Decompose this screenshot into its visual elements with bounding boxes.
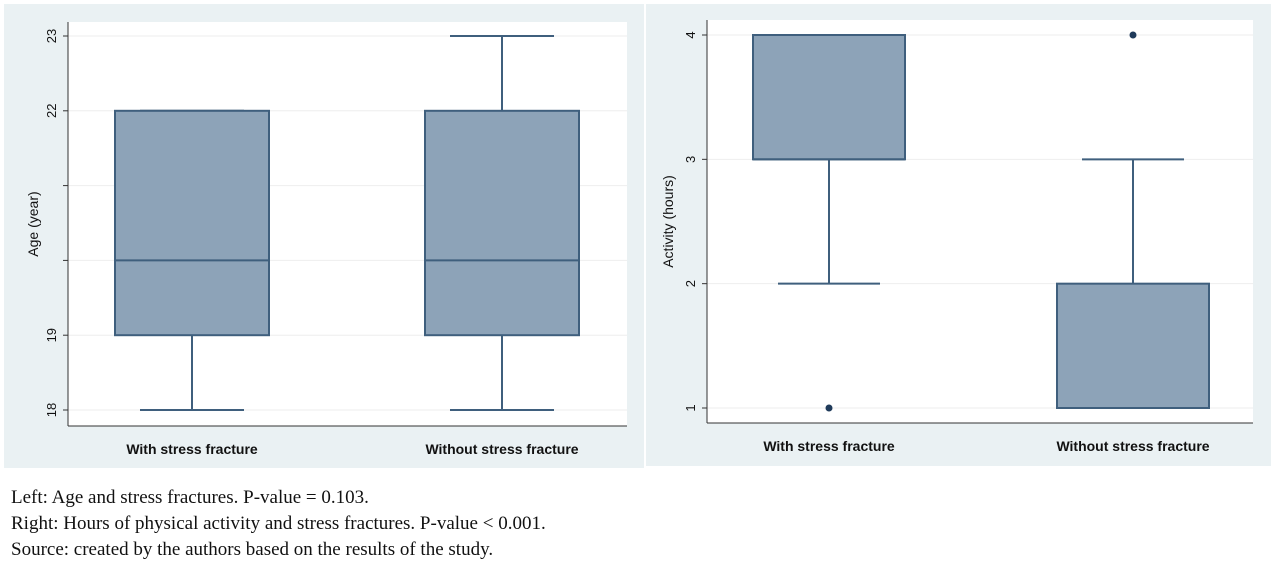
activity-box [1056, 282, 1210, 409]
age-category-label: Without stress fracture [425, 441, 578, 457]
activity-category-label: Without stress fracture [1056, 438, 1209, 454]
age-boxplot-chart: 18 19 22 23 Age (year) With stress fracture Wi… [25, 22, 627, 457]
activity-category-label: With stress fracture [763, 438, 895, 454]
age-ytick-label: 18 [44, 403, 59, 417]
activity-y-axis-title: Activity (hours) [660, 175, 676, 268]
age-box [114, 109, 270, 337]
activity-ytick-label: 2 [683, 280, 698, 287]
activity-boxplot-chart: 1 2 3 4 Activity (hours) With stress fracture… [660, 20, 1253, 454]
activity-ytick-label: 3 [683, 156, 698, 163]
activity-outlier-point [1129, 31, 1137, 39]
age-y-axis-title: Age (year) [25, 191, 41, 256]
age-ytick-label: 23 [44, 29, 59, 43]
caption-line-left: Left: Age and stress fractures. P-value … [11, 487, 369, 508]
left-chart-panel: 18 19 22 23 Age (year) With stress fracture Wi… [4, 4, 644, 468]
right-chart-panel: 1 2 3 4 Activity (hours) With stress fracture… [646, 4, 1271, 466]
activity-outlier-point [825, 404, 833, 412]
activity-ytick-label: 1 [683, 404, 698, 411]
age-ytick-label: 19 [44, 328, 59, 342]
age-ytick-label: 22 [44, 104, 59, 118]
caption-line-source: Source: created by the authors based on … [11, 539, 494, 560]
age-category-label: With stress fracture [126, 441, 258, 457]
activity-box [752, 34, 906, 161]
caption-line-right: Right: Hours of physical activity and st… [11, 513, 546, 534]
age-box [424, 109, 580, 337]
activity-ytick-label: 4 [683, 31, 698, 38]
